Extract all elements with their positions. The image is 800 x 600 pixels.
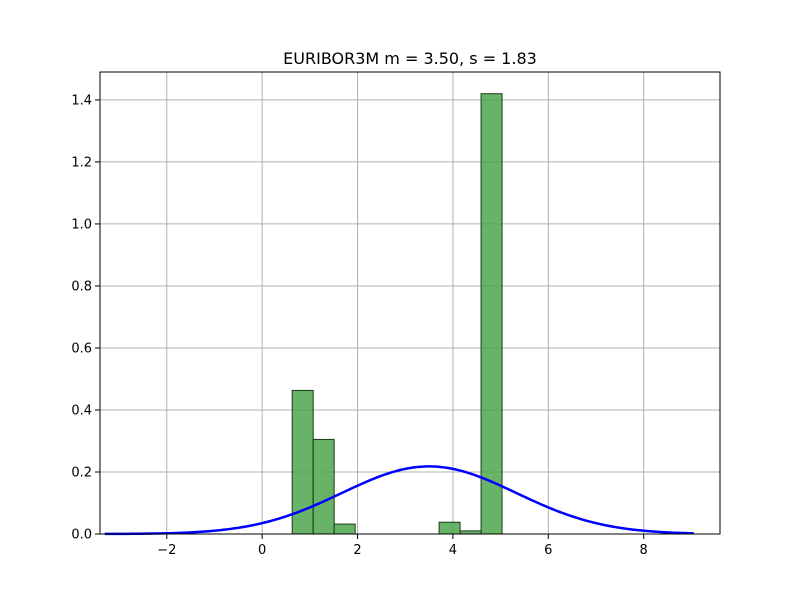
plot-frame	[99, 71, 721, 535]
x-tick-label-2: 2	[353, 543, 361, 558]
histogram-bar-1	[312, 438, 335, 535]
normal-curve-line-0	[104, 465, 694, 536]
grid-lines	[100, 72, 720, 535]
y-tick-label-0: 0.0	[71, 528, 92, 543]
histogram-bar-2	[333, 523, 356, 535]
x-tick-label-5: 8	[640, 543, 648, 558]
x-tick-label-1: 0	[258, 543, 266, 558]
chart-title: EURIBOR3M m = 3.50, s = 1.83	[283, 49, 537, 68]
y-tick-label-3: 0.6	[71, 341, 92, 356]
histogram-bars	[291, 93, 503, 535]
y-tick-label-5: 1.0	[71, 217, 92, 232]
normal-curve	[104, 465, 694, 536]
y-tick-label-6: 1.2	[71, 155, 92, 170]
y-tick-label-1: 0.2	[71, 465, 92, 480]
y-tick-label-2: 0.4	[71, 403, 92, 418]
y-axis-ticks: 0.0 0.2 0.4 0.6 0.8 1.0 1.2 1.4	[71, 93, 100, 543]
y-tick-label-4: 0.8	[71, 279, 92, 294]
histogram-bar-9	[480, 93, 503, 535]
x-axis-ticks: −2 0 2 4 6 8	[157, 534, 648, 558]
x-tick-label-0: −2	[157, 543, 176, 558]
x-tick-label-4: 6	[544, 543, 552, 558]
y-tick-label-7: 1.4	[71, 93, 92, 108]
histogram-bar-7	[438, 521, 461, 535]
x-tick-label-3: 4	[449, 543, 457, 558]
